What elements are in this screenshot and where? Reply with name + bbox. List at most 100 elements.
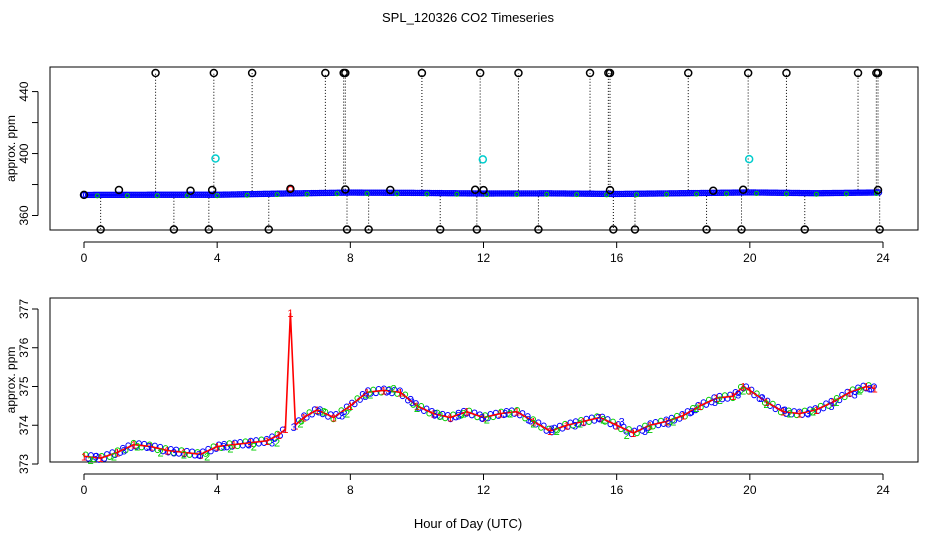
series-1-label: 1 [797,409,803,421]
data-point [472,190,479,197]
series-3-label: 3 [828,401,834,413]
outlier-point [875,225,884,234]
chart-title: SPL_120326 CO2 Timeseries [382,10,554,25]
data-point [304,191,310,197]
data-point [236,191,244,198]
data-point [146,191,154,198]
data-point [648,190,655,197]
data-point [416,189,423,197]
data-point [763,189,771,196]
outlier-point [605,185,615,195]
y-tick-label: 360 [17,205,31,225]
data-point [628,190,635,198]
data-point [246,190,253,198]
data-point [124,193,130,199]
data-point [378,189,385,196]
outlier-point [204,225,214,234]
data-point [408,189,415,197]
data-point [712,189,719,197]
data-point [620,190,627,198]
data-point [352,189,359,196]
outlier-point [683,68,693,78]
outlier-point [207,185,217,195]
series-3-label: 3 [758,393,764,405]
data-point [88,191,96,199]
data-point [264,190,271,198]
outlier-point [364,225,373,234]
data-point [731,189,739,196]
data-point [624,190,631,198]
data-point [330,189,337,197]
data-point [274,192,280,198]
series-1-label: 1 [564,420,570,432]
data-point [640,190,647,197]
series-3-label: 3 [525,414,531,426]
data-point [148,191,156,198]
data-point [280,190,287,197]
data-point [114,191,122,199]
data-point [801,189,809,197]
data-point [550,190,557,197]
data-point [500,190,507,197]
data-point [324,189,331,197]
data-point [702,189,709,197]
series-2-label: 2 [717,395,723,407]
data-point [286,190,293,197]
data-point [584,190,591,197]
series-3-label: 3 [221,442,227,454]
series-1-label: 1 [381,385,387,397]
data-point [132,191,140,198]
series-1-label: 1 [847,387,853,399]
data-point [729,189,737,196]
data-point [130,191,138,198]
data-point [480,190,487,197]
data-point [618,190,625,198]
data-point [140,191,148,198]
y-axis-label: approx. ppm [4,115,18,182]
data-point [789,189,797,197]
data-point [414,189,421,197]
series-1-label: 1 [214,442,220,454]
series-2-label: 2 [367,389,373,401]
data-point [833,189,841,197]
series-3-label: 3 [246,440,252,452]
data-point [432,189,439,197]
data-point [360,189,367,196]
series-1-label: 1 [81,451,87,463]
data-point [84,191,92,199]
data-point [116,191,124,199]
outlier-point [873,185,883,195]
outlier-point [609,225,618,234]
series-1-label: 1 [547,426,553,438]
data-point [831,189,839,197]
data-point [166,191,174,198]
x-tick-label: 12 [477,483,491,497]
data-point [226,191,234,198]
data-point [234,191,242,198]
data-point [646,190,653,197]
series-2-label: 2 [344,409,350,421]
series-2-label: 2 [647,424,653,436]
data-point [354,189,361,196]
data-point [594,190,601,197]
data-point [454,191,460,197]
series-3-label: 3 [455,411,461,423]
series-1-label: 1 [264,436,270,448]
data-point [753,191,759,197]
data-point [192,191,200,198]
series-1-label: 1 [614,420,620,432]
data-point [771,189,779,196]
data-point [520,190,527,197]
x-tick-label: 16 [610,483,624,497]
series-3-label: 3 [409,397,415,409]
data-point [198,191,206,198]
data-point [522,190,529,197]
outlier-point [800,225,810,234]
data-point [741,189,749,196]
data-point [785,189,793,197]
data-point [436,189,443,197]
data-point [538,190,545,197]
data-point [718,189,725,196]
y-tick-label: 377 [17,299,31,319]
